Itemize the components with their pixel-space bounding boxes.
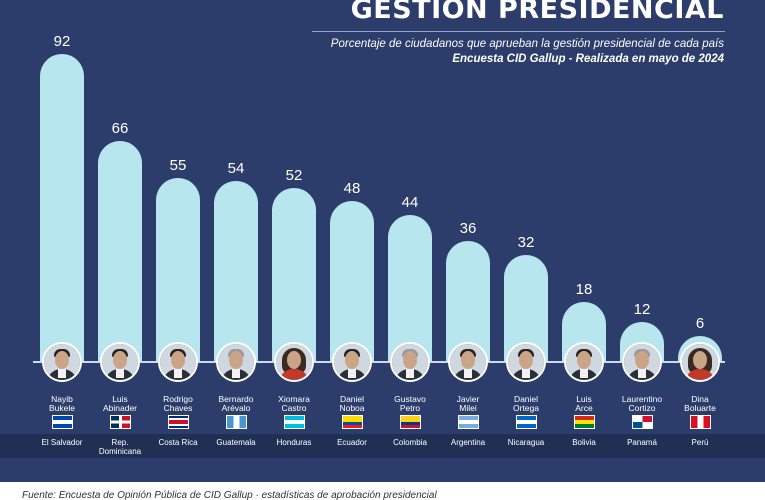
bar-5 bbox=[330, 201, 374, 362]
data-label-9: 18 bbox=[575, 280, 593, 298]
flag-icon bbox=[400, 415, 421, 429]
category-label-6: Gustavo Petro bbox=[394, 394, 426, 413]
data-label-10: 12 bbox=[633, 300, 651, 318]
flag-icon bbox=[458, 415, 479, 429]
data-label-3: 54 bbox=[227, 160, 245, 178]
flag-icon bbox=[110, 415, 131, 429]
chart-baseline bbox=[33, 361, 725, 363]
flag-icon bbox=[168, 415, 189, 429]
country-label-7: Argentina bbox=[450, 438, 486, 447]
category-label-7: Javier Milei bbox=[456, 394, 480, 413]
survey-note: Encuesta CID Gallup - Realizada en mayo … bbox=[452, 53, 724, 65]
chart-title: GESTIÓN PRESIDENCIAL bbox=[350, 0, 724, 25]
category-label-1: Luis Abinader bbox=[102, 394, 138, 413]
bar-1 bbox=[98, 141, 142, 362]
source-note: Fuente: Encuesta de Opinión Pública de C… bbox=[22, 490, 437, 500]
flag-icon bbox=[284, 415, 305, 429]
president-avatar bbox=[390, 342, 430, 382]
country-band bbox=[0, 434, 765, 458]
country-label-10: Panamá bbox=[627, 438, 657, 447]
flag-icon bbox=[342, 415, 363, 429]
category-label-5: Daniel Noboa bbox=[339, 394, 365, 413]
flag-icon bbox=[516, 415, 537, 429]
chart-subtitle: Porcentaje de ciudadanos que aprueban la… bbox=[330, 38, 724, 50]
flag-icon bbox=[690, 415, 711, 429]
president-avatar bbox=[332, 342, 372, 382]
data-label-1: 66 bbox=[111, 120, 129, 138]
country-label-5: Ecuador bbox=[337, 438, 367, 447]
data-label-6: 44 bbox=[401, 193, 419, 211]
country-label-9: Bolivia bbox=[572, 438, 596, 447]
bar-6 bbox=[388, 214, 432, 362]
president-avatar bbox=[564, 342, 604, 382]
country-label-4: Honduras bbox=[276, 438, 312, 447]
bar-3 bbox=[214, 181, 258, 362]
bar-2 bbox=[156, 177, 200, 362]
data-label-2: 55 bbox=[169, 156, 187, 174]
country-label-2: Costa Rica bbox=[158, 438, 198, 447]
data-label-11: 6 bbox=[695, 315, 705, 332]
flag-icon bbox=[574, 415, 595, 429]
president-avatar bbox=[448, 342, 488, 382]
country-label-6: Colombia bbox=[393, 438, 427, 447]
flag-icon bbox=[632, 415, 653, 429]
data-label-8: 32 bbox=[517, 233, 535, 251]
category-label-8: Daniel Ortega bbox=[513, 394, 539, 413]
president-avatar bbox=[506, 342, 546, 382]
country-label-0: El Salvador bbox=[41, 438, 83, 447]
category-label-0: Nayib Bukele bbox=[49, 394, 75, 413]
data-label-4: 52 bbox=[285, 166, 303, 184]
country-label-1: Rep. Dominicana bbox=[98, 438, 142, 456]
flag-icon bbox=[226, 415, 247, 429]
category-label-10: Laurentino Cortizo bbox=[621, 394, 663, 413]
data-label-7: 36 bbox=[459, 220, 477, 238]
flag-icon bbox=[52, 415, 73, 429]
president-avatar bbox=[158, 342, 198, 382]
category-label-9: Luis Arce bbox=[575, 394, 593, 413]
bar-7 bbox=[446, 241, 490, 362]
president-avatar bbox=[100, 342, 140, 382]
bar-4 bbox=[272, 187, 316, 362]
country-label-3: Guatemala bbox=[216, 438, 256, 447]
category-label-4: Xiomara Castro bbox=[278, 394, 310, 413]
data-label-0: 92 bbox=[53, 33, 71, 50]
data-label-5: 48 bbox=[343, 180, 361, 198]
country-label-8: Nicaragua bbox=[507, 438, 545, 447]
title-divider bbox=[312, 31, 725, 32]
president-avatar bbox=[622, 342, 662, 382]
president-avatar bbox=[274, 342, 314, 382]
president-avatar bbox=[680, 342, 720, 382]
country-label-11: Perú bbox=[691, 438, 709, 447]
category-label-2: Rodrigo Chaves bbox=[163, 394, 193, 413]
category-label-3: Bernardo Arévalo bbox=[218, 394, 254, 413]
president-avatar bbox=[42, 342, 82, 382]
category-label-11: Dina Boluarte bbox=[684, 394, 716, 413]
bar-0 bbox=[40, 54, 84, 362]
president-avatar bbox=[216, 342, 256, 382]
